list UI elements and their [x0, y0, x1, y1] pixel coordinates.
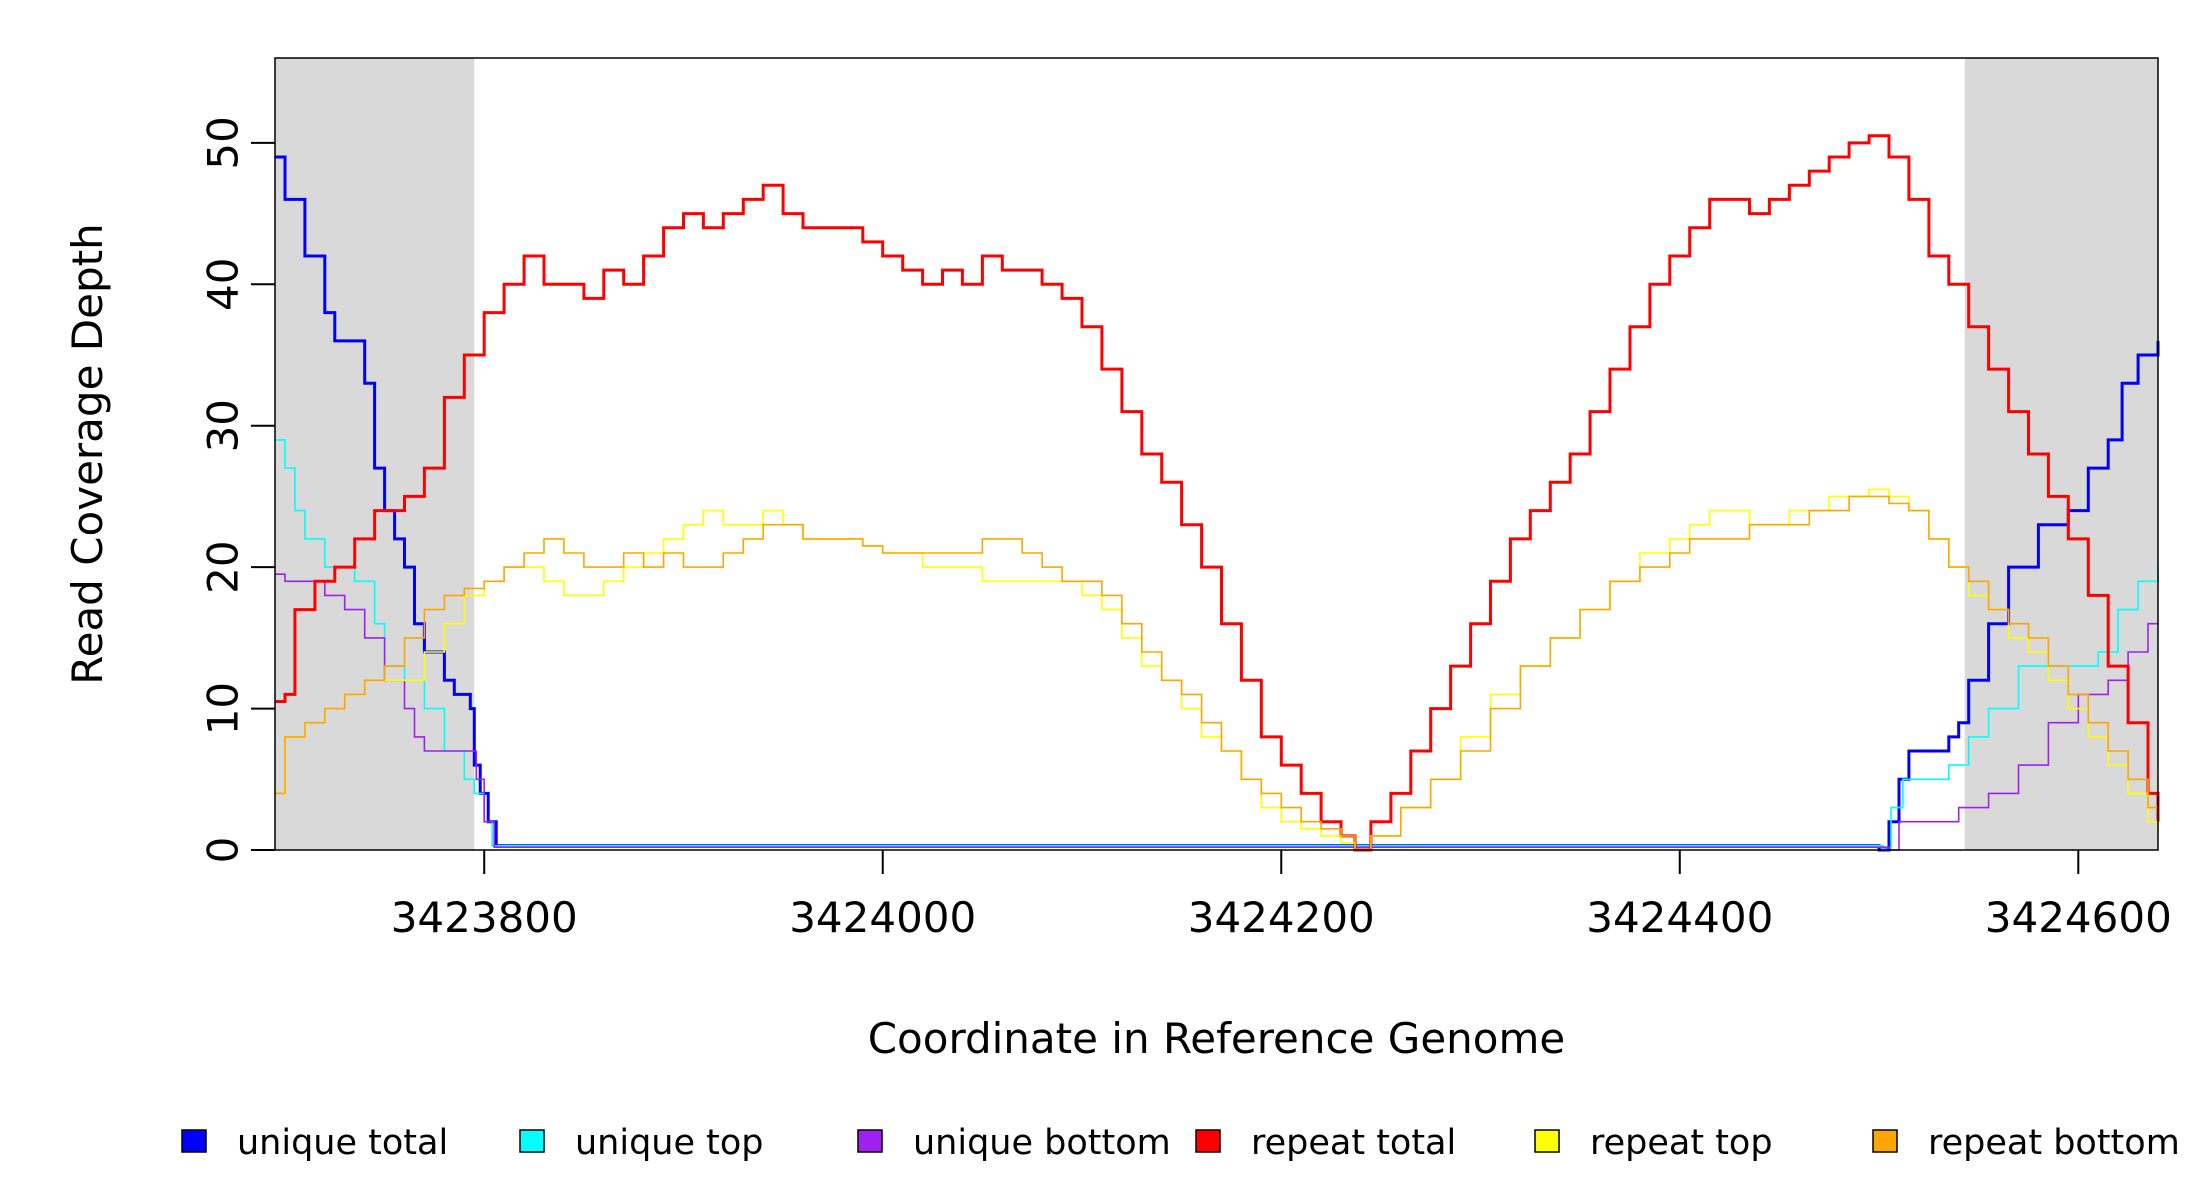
- legend: unique total unique top unique bottom repea…: [181, 1123, 2180, 1163]
- legend-label-unique-top: unique top: [575, 1123, 764, 1163]
- series-line-repeat-total: [275, 134, 2160, 852]
- legend-swatch-repeat-top: [1534, 1129, 1560, 1153]
- series-line-repeat-top: [275, 488, 2159, 851]
- x-tick-label: 3424400: [1586, 893, 1773, 942]
- series-line-unique-top: [275, 439, 2159, 851]
- y-tick-label: 50: [199, 116, 248, 169]
- plot-frame: [274, 57, 2159, 851]
- y-tick-label: 0: [199, 837, 248, 864]
- y-axis: 0 10 20 30 40 50: [199, 116, 275, 863]
- legend-swatch-unique-total: [181, 1129, 207, 1153]
- series-line-repeat-bottom: [275, 495, 2159, 851]
- x-tick-label: 3424200: [1188, 893, 1375, 942]
- shaded-region-2: [1964, 58, 2158, 850]
- x-tick-label: 3423800: [391, 893, 578, 942]
- y-tick-label: 40: [199, 258, 248, 311]
- legend-label-repeat-bottom: repeat bottom: [1928, 1123, 2180, 1163]
- series-line-unique-total: [275, 155, 2160, 852]
- legend-label-repeat-top: repeat top: [1590, 1123, 1773, 1163]
- y-tick-label: 20: [199, 540, 248, 593]
- y-tick-label: 10: [199, 682, 248, 735]
- legend-swatch-repeat-total: [1195, 1129, 1221, 1153]
- x-axis-label: Coordinate in Reference Genome: [868, 1014, 1566, 1063]
- legend-swatch-repeat-bottom: [1872, 1129, 1898, 1153]
- series-line-unique-bottom: [275, 573, 2158, 851]
- legend-label-repeat-total: repeat total: [1251, 1123, 1456, 1163]
- x-axis: 3423800 3424000 3424200 3424400 3424600: [391, 850, 2172, 942]
- legend-label-unique-total: unique total: [237, 1123, 448, 1163]
- x-tick-label: 3424000: [789, 893, 976, 942]
- x-tick-label: 3424600: [1985, 893, 2172, 942]
- shaded-regions: [275, 58, 2158, 850]
- y-axis-label: Read Coverage Depth: [63, 223, 112, 684]
- y-tick-label: 30: [199, 399, 248, 452]
- legend-swatch-unique-top: [519, 1129, 545, 1153]
- legend-swatch-unique-bottom: [857, 1129, 883, 1153]
- legend-label-unique-bottom: unique bottom: [913, 1123, 1171, 1163]
- series-lines: [275, 134, 2160, 852]
